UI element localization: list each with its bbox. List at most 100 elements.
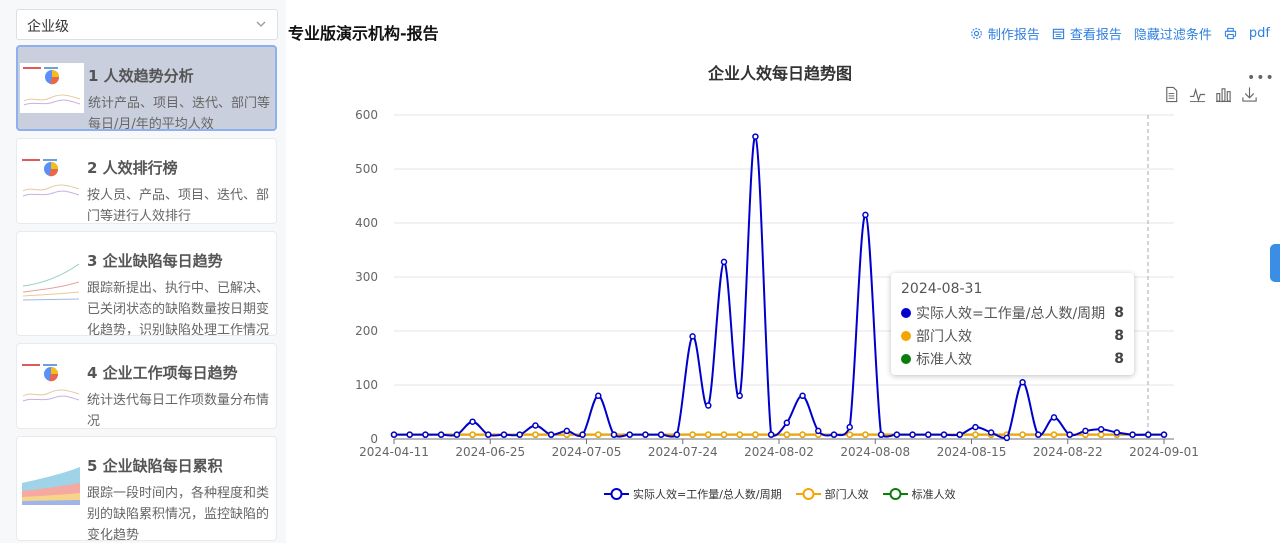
legend-label: 部门人效 xyxy=(824,488,869,501)
pdf-label: pdf xyxy=(1248,26,1270,41)
report-card-workitem-trend[interactable]: 4 企业工作项每日趋势 统计迭代每日工作项数量分布情况 xyxy=(16,343,277,429)
data-point xyxy=(579,431,586,438)
chart-title: 企业人效每日趋势图 xyxy=(707,64,852,83)
make-report-label: 制作报告 xyxy=(987,28,1040,43)
view-report-button[interactable]: 查看报告 xyxy=(1052,24,1122,43)
data-point xyxy=(485,431,492,438)
report-card-defect-cumulative[interactable]: 5 企业缺陷每日累积 跟踪一段时间内，各种程度和类别的缺陷累积情况，监控缺陷的变… xyxy=(16,436,277,541)
report-card-desc: 跟踪一段时间内，各种程度和类别的缺陷累积情况，监控缺陷的变化趋势 xyxy=(87,486,270,541)
pdf-button[interactable]: pdf xyxy=(1249,24,1270,43)
report-card-desc: 跟踪新提出、执行中、已解决、已关闭状态的缺陷数量按日期变化趋势，识别缺陷处理工作… xyxy=(87,281,270,336)
hide-filters-button[interactable]: 隐藏过滤条件 xyxy=(1134,24,1212,43)
y-tick-label: 500 xyxy=(355,162,378,176)
bar-chart-icon[interactable] xyxy=(1215,86,1232,103)
report-card-title: 5 企业缺陷每日累积 xyxy=(87,457,223,475)
legend-marker xyxy=(604,488,629,500)
data-point xyxy=(893,431,901,438)
data-point xyxy=(799,431,806,438)
level-select-value: 企业级 xyxy=(27,19,69,35)
tooltip-date: 2024-08-31 xyxy=(901,281,983,297)
data-point xyxy=(705,431,712,438)
report-thumbnail xyxy=(19,461,83,511)
report-card-title: 4 企业工作项每日趋势 xyxy=(87,364,238,382)
data-point xyxy=(689,333,696,340)
data-point xyxy=(830,431,838,438)
data-point xyxy=(1050,414,1058,421)
data-point xyxy=(1019,431,1026,438)
data-point xyxy=(437,431,445,438)
data-point xyxy=(925,431,932,438)
report-card-desc: 统计产品、项目、迭代、部门等每日/月/年的平均人效 xyxy=(88,96,271,131)
x-tick-label: 2024-06-25 xyxy=(455,445,525,459)
tooltip-row: 标准人效 8 xyxy=(901,347,1124,370)
y-tick-label: 300 xyxy=(355,270,378,284)
data-point xyxy=(1035,431,1042,438)
data-point xyxy=(563,427,571,435)
data-point xyxy=(767,431,775,438)
legend-item-department[interactable]: 部门人效 xyxy=(795,486,869,502)
data-point xyxy=(736,431,743,438)
data-point xyxy=(1082,427,1089,435)
report-card-efficiency-ranking[interactable]: 2 人效排行榜 按人员、产品、项目、迭代、部门等进行人效排行 xyxy=(16,138,277,224)
report-card-defect-trend[interactable]: 3 企业缺陷每日趋势 跟踪新提出、执行中、已解决、已关闭状态的缺陷数量按日期变化… xyxy=(16,231,277,336)
report-card-efficiency-trend[interactable]: 1 人效趋势分析 统计产品、项目、迭代、部门等每日/月/年的平均人效 xyxy=(16,45,277,131)
more-icon[interactable]: ••• xyxy=(1247,70,1275,86)
hide-filters-label: 隐藏过滤条件 xyxy=(1133,28,1212,43)
data-point xyxy=(547,431,555,438)
report-card-title: 1 人效趋势分析 xyxy=(88,67,194,85)
report-card-title: 3 企业缺陷每日趋势 xyxy=(87,252,223,270)
data-point xyxy=(940,431,948,438)
data-point xyxy=(1097,431,1105,438)
level-select[interactable]: 企业级 xyxy=(16,9,278,40)
data-point xyxy=(453,431,461,438)
data-point xyxy=(862,211,869,219)
data-point xyxy=(610,431,618,438)
side-panel-toggle[interactable] xyxy=(1270,244,1280,282)
x-tick-label: 2024-09-01 xyxy=(1129,445,1199,459)
data-point xyxy=(469,431,476,438)
data-point xyxy=(689,431,696,438)
data-point xyxy=(862,431,869,438)
legend-label: 标准人效 xyxy=(911,488,956,501)
data-point xyxy=(532,431,539,438)
legend-label: 实际人效=工作量/总人数/周期 xyxy=(633,488,782,501)
report-thumbnail xyxy=(19,155,83,205)
make-report-button[interactable]: 制作报告 xyxy=(970,24,1040,43)
y-tick-label: 200 xyxy=(355,324,378,338)
data-point xyxy=(1097,426,1105,433)
data-point xyxy=(1160,431,1168,438)
tooltip-series-value: 8 xyxy=(1114,304,1124,321)
data-view-icon[interactable] xyxy=(1163,86,1180,103)
x-tick-label: 2024-04-11 xyxy=(359,445,429,459)
data-point xyxy=(595,392,602,400)
data-point xyxy=(469,418,476,425)
tooltip-series-name: 标准人效 xyxy=(916,351,972,368)
data-point xyxy=(422,431,429,438)
line-chart-icon[interactable] xyxy=(1189,86,1206,103)
report-sidebar: 企业级 1 人效趋势分析 统计产品、项目、迭代、部门等每日/月/年的平均人效 2… xyxy=(0,0,286,543)
data-point xyxy=(1003,434,1011,442)
download-icon[interactable] xyxy=(1241,86,1258,103)
data-point xyxy=(783,431,791,438)
y-tick-label: 400 xyxy=(355,216,378,230)
chart-toolbox xyxy=(1163,86,1258,103)
data-point xyxy=(406,431,413,438)
legend-marker xyxy=(795,488,821,500)
y-tick-label: 100 xyxy=(355,378,378,392)
report-thumbnail xyxy=(19,256,83,306)
report-card-title: 2 人效排行榜 xyxy=(87,159,178,177)
tooltip-series-value: 8 xyxy=(1114,350,1124,367)
report-thumbnail xyxy=(19,360,83,410)
legend-marker xyxy=(882,488,908,500)
report-card-desc: 按人员、产品、项目、迭代、部门等进行人效排行 xyxy=(87,188,270,224)
legend-item-standard[interactable]: 标准人效 xyxy=(882,486,956,502)
data-point xyxy=(752,431,759,438)
view-report-label: 查看报告 xyxy=(1069,28,1122,43)
data-point xyxy=(673,431,681,438)
print-button[interactable] xyxy=(1224,24,1237,43)
data-point xyxy=(642,431,649,438)
data-point xyxy=(1050,431,1058,438)
data-point xyxy=(720,258,728,266)
legend-item-actual[interactable]: 实际人效=工作量/总人数/周期 xyxy=(604,486,782,502)
